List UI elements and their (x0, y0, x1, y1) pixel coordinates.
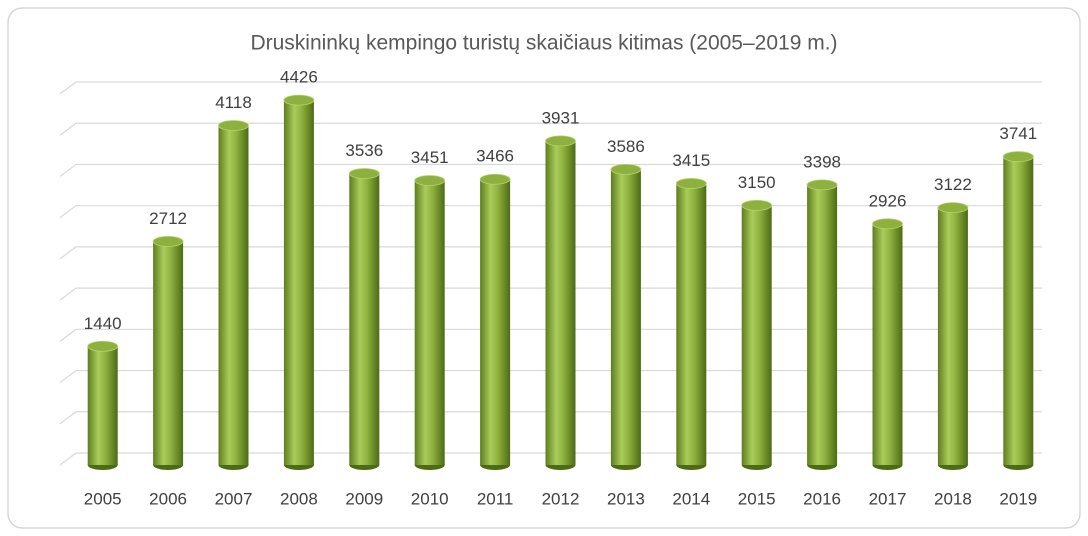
bar-top (218, 120, 249, 131)
grid-line (59, 122, 1042, 136)
value-label: 4118 (215, 93, 252, 112)
x-tick-label: 2017 (869, 489, 907, 508)
bar-top (806, 179, 838, 191)
x-tick-label: 2007 (215, 489, 253, 508)
value-label: 3122 (934, 175, 972, 194)
bar-top (545, 135, 576, 147)
grid-line (59, 369, 1042, 384)
bar (349, 173, 380, 465)
bar (741, 205, 772, 466)
x-tick-label: 2010 (411, 489, 449, 508)
bar-top (675, 178, 707, 189)
x-tick-label: 2005 (84, 489, 122, 508)
x-tick-label: 2013 (607, 489, 645, 508)
x-tick-label: 2019 (999, 489, 1037, 508)
grid-line (59, 163, 1042, 177)
bar (87, 346, 118, 465)
grid-line (59, 287, 1042, 301)
bar (283, 100, 314, 465)
x-tick-label: 2014 (672, 489, 710, 508)
value-label: 3398 (803, 152, 841, 171)
x-tick-label: 2008 (280, 489, 318, 508)
bar (1003, 156, 1034, 466)
grid-line (59, 205, 1042, 219)
value-label: 1440 (84, 314, 122, 333)
bar-top (479, 173, 511, 185)
bar (610, 169, 641, 465)
value-label: 3415 (672, 151, 710, 170)
grid-line (59, 81, 1042, 95)
value-label: 2712 (149, 209, 187, 228)
value-label: 3586 (607, 137, 645, 156)
value-label: 3466 (476, 147, 514, 166)
x-tick-label: 2011 (477, 489, 514, 508)
x-tick-label: 2012 (542, 489, 580, 508)
grid-line (59, 246, 1042, 260)
bar (218, 125, 249, 465)
value-label: 3931 (542, 108, 580, 127)
bar-top (87, 340, 119, 352)
bar (153, 241, 184, 465)
grid-line (59, 411, 1042, 425)
bar (872, 223, 903, 465)
bar (414, 180, 445, 465)
bar (937, 207, 968, 465)
bar-top (1002, 151, 1034, 162)
grid-line (59, 452, 1042, 466)
bar-top (283, 94, 315, 106)
value-label: 3741 (999, 124, 1037, 143)
bar-top (937, 202, 969, 214)
bar-top (610, 163, 642, 175)
chart-title: Druskininkų kempingo turistų skaičiaus k… (250, 32, 837, 55)
x-tick-label: 2015 (738, 489, 776, 508)
grid-line (59, 328, 1042, 342)
x-tick-label: 2018 (934, 489, 972, 508)
value-label: 3451 (411, 148, 449, 167)
bar (545, 140, 576, 465)
x-tick-label: 2016 (803, 489, 841, 508)
bar-top (348, 168, 380, 179)
bar-top (414, 175, 446, 186)
bar (480, 179, 511, 465)
x-tick-label: 2009 (345, 489, 383, 508)
x-tick-label: 2006 (149, 489, 187, 508)
bar-top (152, 236, 184, 247)
bar-top (741, 199, 773, 211)
bar (807, 184, 838, 466)
value-label: 3536 (345, 141, 383, 160)
value-label: 2926 (869, 191, 907, 210)
value-label: 3150 (738, 173, 776, 192)
bar (676, 183, 707, 466)
value-label: 4426 (280, 68, 318, 87)
bar-top (872, 218, 903, 230)
